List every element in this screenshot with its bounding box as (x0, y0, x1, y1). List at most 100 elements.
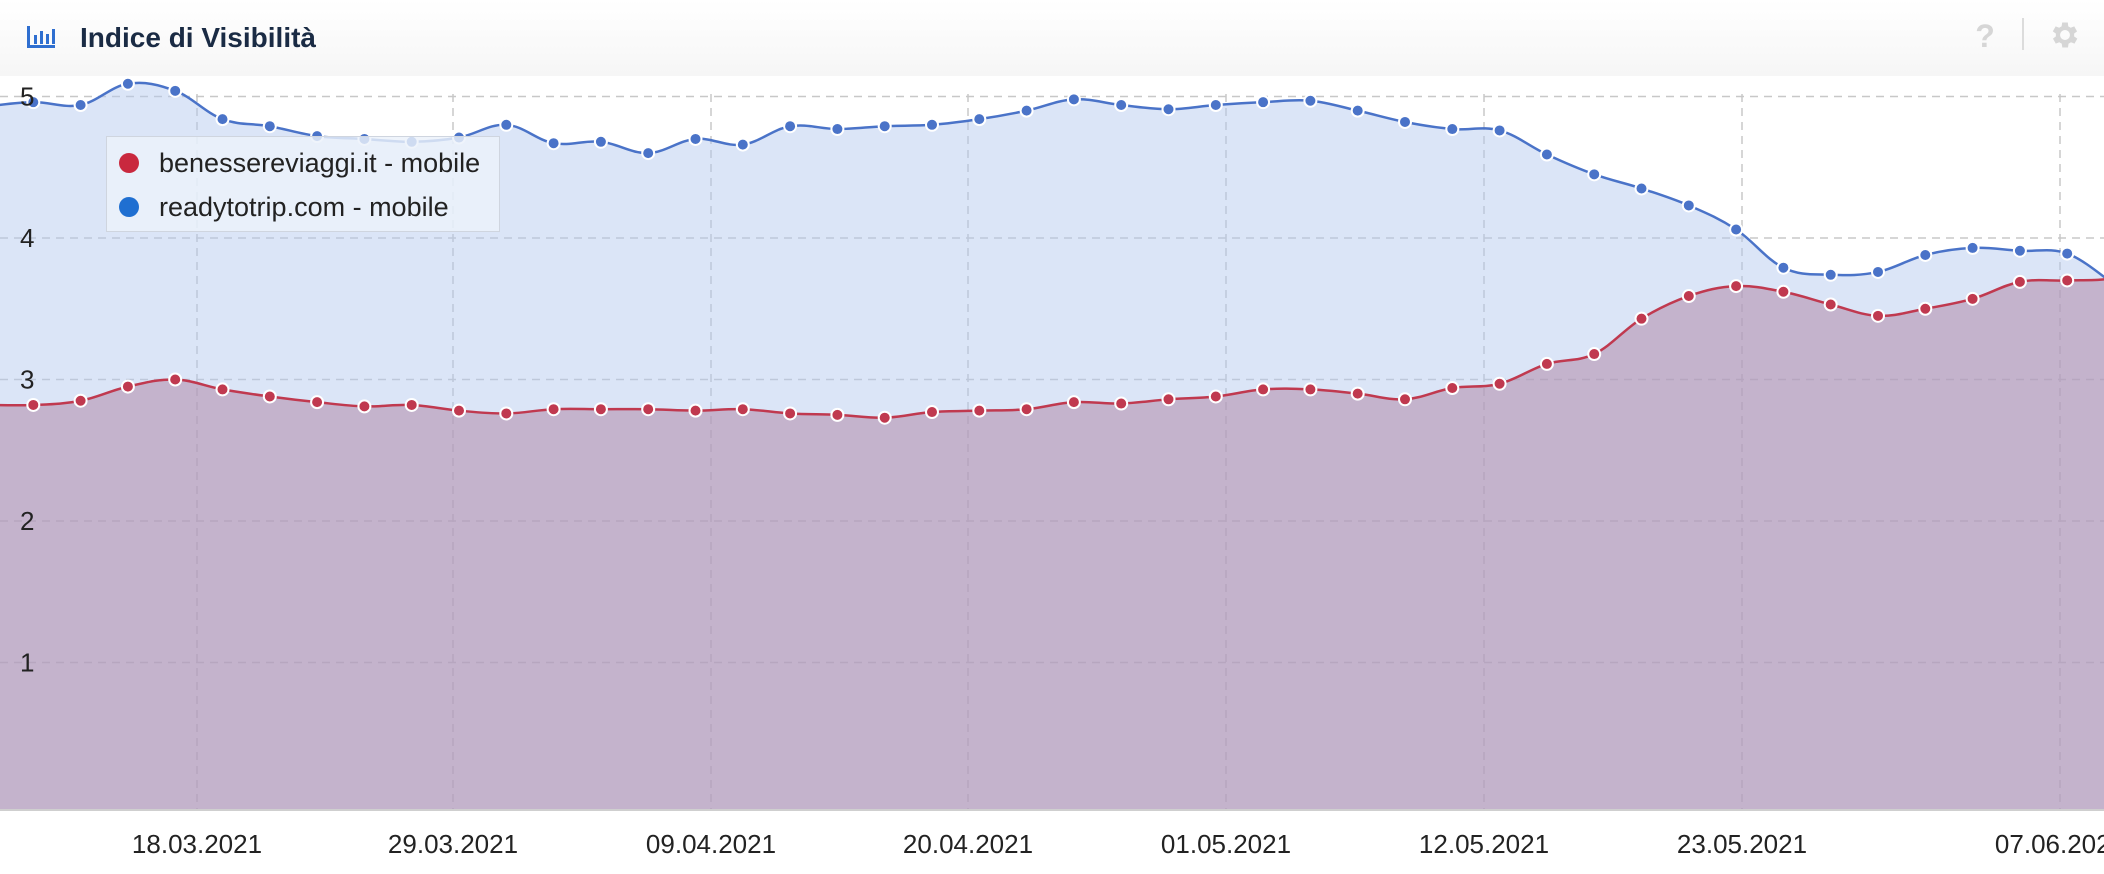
data-point (262, 119, 277, 134)
widget-title: Indice di Visibilità (80, 22, 316, 53)
data-point (215, 382, 230, 397)
data-point (972, 112, 987, 127)
y-tick-label: 1 (20, 648, 34, 678)
x-tick-label: 18.03.2021 (132, 829, 262, 859)
data-point (73, 97, 88, 112)
data-point (1445, 380, 1460, 395)
data-point (1161, 392, 1176, 407)
data-point (593, 134, 608, 149)
data-point (925, 117, 939, 132)
legend-marker-blue (119, 197, 139, 217)
data-point (546, 402, 561, 417)
data-point (688, 131, 703, 146)
x-tick-label: 07.06.2021 (1995, 829, 2104, 859)
data-point (1965, 240, 1980, 255)
data-point (1350, 103, 1365, 118)
data-point (1539, 147, 1554, 162)
data-point (2060, 273, 2075, 288)
bar-chart-icon (27, 26, 55, 48)
data-point (1918, 247, 1933, 262)
data-point (1114, 97, 1129, 112)
data-point (830, 122, 845, 137)
data-point (830, 407, 845, 422)
data-point (262, 389, 277, 404)
data-point (1208, 97, 1223, 112)
data-point (1965, 291, 1980, 306)
data-point (73, 393, 88, 408)
gear-icon[interactable] (2048, 18, 2082, 52)
data-point (1019, 103, 1034, 118)
legend-item-readytotrip[interactable]: readytotrip.com - mobile (107, 187, 499, 227)
legend-item-benessereviaggi[interactable]: benessereviaggi.it - mobile (107, 143, 499, 183)
data-point (735, 402, 750, 417)
data-point (783, 119, 798, 134)
data-point (215, 112, 230, 127)
data-point (877, 119, 892, 134)
y-tick-label: 5 (20, 82, 34, 112)
y-tick-label: 3 (20, 365, 34, 395)
chart-legend: benessereviaggi.it - mobile readytotrip.… (106, 136, 500, 232)
y-tick-label: 2 (20, 506, 34, 536)
data-point (1303, 93, 1318, 108)
data-point (1823, 297, 1838, 312)
data-point (26, 95, 41, 110)
data-point (1729, 222, 1744, 237)
data-point (404, 397, 419, 412)
data-point (1776, 284, 1791, 299)
data-point (452, 403, 466, 418)
x-tick-label: 20.04.2021 (903, 829, 1033, 859)
data-point (1114, 396, 1129, 411)
data-point (2060, 246, 2075, 261)
data-point (593, 402, 608, 417)
data-point (1256, 95, 1271, 110)
data-point (1871, 264, 1885, 279)
data-point (972, 403, 987, 418)
data-point (1256, 382, 1271, 397)
data-point (120, 76, 135, 91)
data-point (877, 410, 892, 425)
data-point (168, 372, 183, 387)
data-point (1871, 308, 1885, 323)
data-point (1066, 395, 1081, 410)
data-point (1445, 122, 1460, 137)
y-tick-label: 4 (20, 223, 34, 253)
data-point (1539, 356, 1554, 371)
data-point (1681, 198, 1696, 213)
data-point (1398, 114, 1412, 129)
data-point (26, 397, 41, 412)
data-point (1066, 92, 1081, 107)
data-point (925, 405, 939, 420)
data-point (641, 402, 656, 417)
x-tick-label: 23.05.2021 (1677, 829, 1807, 859)
data-point (1587, 167, 1602, 182)
widget-header: Indice di Visibilità ? (0, 0, 2104, 76)
help-icon[interactable]: ? (1975, 18, 1995, 54)
data-point (1019, 402, 1034, 417)
data-point (168, 83, 183, 98)
data-point (2012, 243, 2027, 258)
data-point (546, 136, 561, 151)
data-point (1681, 289, 1696, 304)
data-point (1587, 347, 1602, 362)
data-point (1634, 311, 1649, 326)
data-point (735, 137, 750, 152)
x-tick-label: 12.05.2021 (1419, 829, 1549, 859)
data-point (2012, 274, 2027, 289)
legend-label: readytotrip.com - mobile (159, 192, 449, 222)
data-point (120, 379, 135, 394)
data-point (1729, 279, 1744, 294)
x-tick-label: 29.03.2021 (388, 829, 518, 859)
data-point (641, 146, 656, 161)
header-divider (2022, 18, 2024, 50)
x-tick-label: 09.04.2021 (646, 829, 776, 859)
data-point (1634, 181, 1649, 196)
data-point (1823, 267, 1838, 282)
legend-label: benessereviaggi.it - mobile (159, 148, 481, 178)
data-point (1492, 376, 1507, 391)
data-point (310, 395, 325, 410)
x-tick-label: 01.05.2021 (1161, 829, 1291, 859)
data-point (357, 399, 372, 414)
data-point (1918, 301, 1933, 316)
